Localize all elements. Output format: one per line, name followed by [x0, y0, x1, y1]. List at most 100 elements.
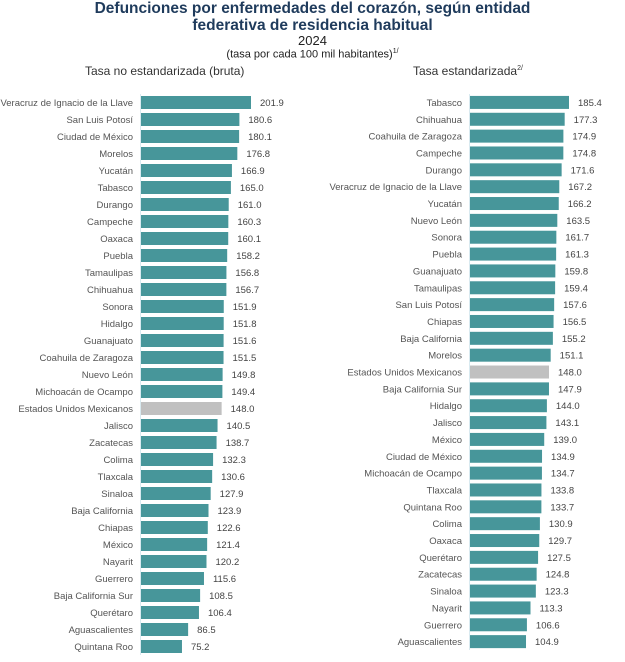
right-bar — [470, 180, 560, 194]
right-category-label: Tamaulipas — [414, 283, 462, 294]
right-category-label: Puebla — [432, 250, 462, 261]
right-data-label: 185.4 — [578, 98, 602, 109]
left-category-label: Tamaulipas — [85, 268, 133, 279]
right-bar — [470, 635, 527, 649]
left-category-label: Colima — [103, 455, 133, 466]
right-bar — [470, 584, 536, 598]
right-bar — [470, 534, 540, 548]
right-data-label: 155.2 — [562, 334, 586, 345]
left-bar — [141, 96, 251, 109]
left-category-label: Durango — [97, 200, 133, 211]
right-bar — [470, 618, 527, 632]
right-category-label: Guanajuato — [413, 266, 462, 277]
left-data-label: 156.8 — [235, 268, 259, 279]
left-bar — [141, 283, 227, 296]
right-data-label: 106.6 — [536, 620, 560, 631]
left-category-label: Michoacán de Ocampo — [35, 387, 133, 398]
left-data-label: 201.9 — [260, 98, 284, 109]
right-category-label: Morelos — [428, 351, 462, 362]
right-bar — [470, 247, 557, 261]
left-data-label: 75.2 — [191, 642, 210, 653]
right-data-label: 113.3 — [540, 603, 563, 614]
right-category-label: Campeche — [416, 148, 462, 159]
right-category-label: Coahuila de Zaragoza — [369, 132, 463, 143]
right-category-label: Nuevo León — [411, 216, 462, 227]
left-category-label: Guanajuato — [84, 336, 133, 347]
left-bar — [141, 368, 223, 381]
left-bar — [141, 198, 229, 211]
left-data-label: 140.5 — [227, 421, 251, 432]
left-category-label: Chiapas — [98, 523, 133, 534]
left-category-label: Tlaxcala — [98, 472, 134, 483]
right-category-label: Querétaro — [419, 553, 462, 564]
chart-title-line-1: Defunciones por enfermedades del corazón… — [94, 0, 531, 17]
right-data-label: 134.7 — [551, 469, 575, 480]
left-category-label: México — [103, 540, 133, 551]
left-data-label: 123.9 — [218, 506, 242, 517]
left-category-label: Campeche — [87, 217, 133, 228]
right-data-label: 157.6 — [563, 300, 587, 311]
right-category-label: Sinaloa — [430, 587, 462, 598]
right-category-label: Michoacán de Ocampo — [364, 469, 462, 480]
left-category-label: Baja California Sur — [54, 591, 133, 602]
left-data-label: 180.6 — [248, 115, 272, 126]
right-data-label: 166.2 — [568, 199, 592, 210]
left-category-label: Veracruz de Ignacio de la Llave — [0, 98, 133, 109]
left-bar — [141, 147, 238, 160]
right-data-label: 139.0 — [553, 435, 577, 446]
right-category-label: Chiapas — [427, 317, 462, 328]
right-category-label: Tabasco — [427, 98, 462, 109]
left-category-label: Morelos — [99, 149, 133, 160]
right-bar — [470, 197, 559, 211]
left-category-label: Oaxaca — [100, 234, 133, 245]
right-panel-title-text: Tasa estandarizada — [413, 64, 518, 78]
right-bar — [470, 281, 556, 295]
left-bar — [141, 334, 224, 347]
left-data-label: 130.6 — [221, 472, 245, 483]
right-data-label: 171.6 — [571, 165, 595, 176]
right-bar — [470, 567, 537, 581]
left-data-label: 176.8 — [246, 149, 270, 160]
left-data-label: 149.4 — [231, 387, 255, 398]
left-category-label: Aguascalientes — [69, 625, 134, 636]
right-data-label: 163.5 — [566, 216, 590, 227]
left-bar — [141, 572, 204, 585]
right-bar — [470, 416, 547, 430]
right-data-label: 134.9 — [551, 452, 575, 463]
right-panel-title-note: 2/ — [517, 65, 523, 72]
left-bar — [141, 317, 224, 330]
left-category-label: Zacatecas — [89, 438, 133, 449]
right-data-label: 156.5 — [563, 317, 587, 328]
right-data-label: 159.4 — [564, 283, 588, 294]
left-panel-title: Tasa no estandarizada (bruta) — [85, 64, 244, 78]
left-category-label: Sonora — [102, 302, 133, 313]
left-data-label: 106.4 — [208, 608, 232, 619]
left-bar — [141, 606, 199, 619]
right-data-label: 133.8 — [550, 485, 574, 496]
left-data-label: 151.5 — [233, 353, 257, 364]
right-data-label: 167.2 — [568, 182, 592, 193]
right-data-label: 159.8 — [564, 266, 588, 277]
left-chart: Veracruz de Ignacio de la Llave 201.9 San … — [0, 94, 284, 655]
left-data-label: 151.9 — [233, 302, 257, 313]
left-data-label: 86.5 — [197, 625, 216, 636]
left-bar — [141, 640, 182, 653]
right-category-label: Hidalgo — [430, 401, 462, 412]
units-text: (tasa por cada 100 mil habitantes) — [226, 48, 393, 61]
left-bar-national — [141, 402, 222, 415]
left-category-label: Hidalgo — [101, 319, 133, 330]
right-data-label: 123.3 — [545, 587, 569, 598]
left-data-label: 132.3 — [222, 455, 246, 466]
right-category-label: Sonora — [431, 233, 462, 244]
right-bar — [470, 213, 558, 227]
right-bar — [470, 500, 542, 514]
right-data-label: 144.0 — [556, 401, 580, 412]
right-data-label: 161.3 — [565, 250, 589, 261]
left-data-label: 127.9 — [220, 489, 244, 500]
right-data-label: 129.7 — [548, 536, 572, 547]
right-bar — [470, 483, 542, 497]
units-footnote: 1/ — [392, 48, 399, 55]
right-bar — [470, 95, 569, 109]
left-bar — [141, 555, 207, 568]
left-category-label: Estados Unidos Mexicanos — [18, 404, 133, 415]
